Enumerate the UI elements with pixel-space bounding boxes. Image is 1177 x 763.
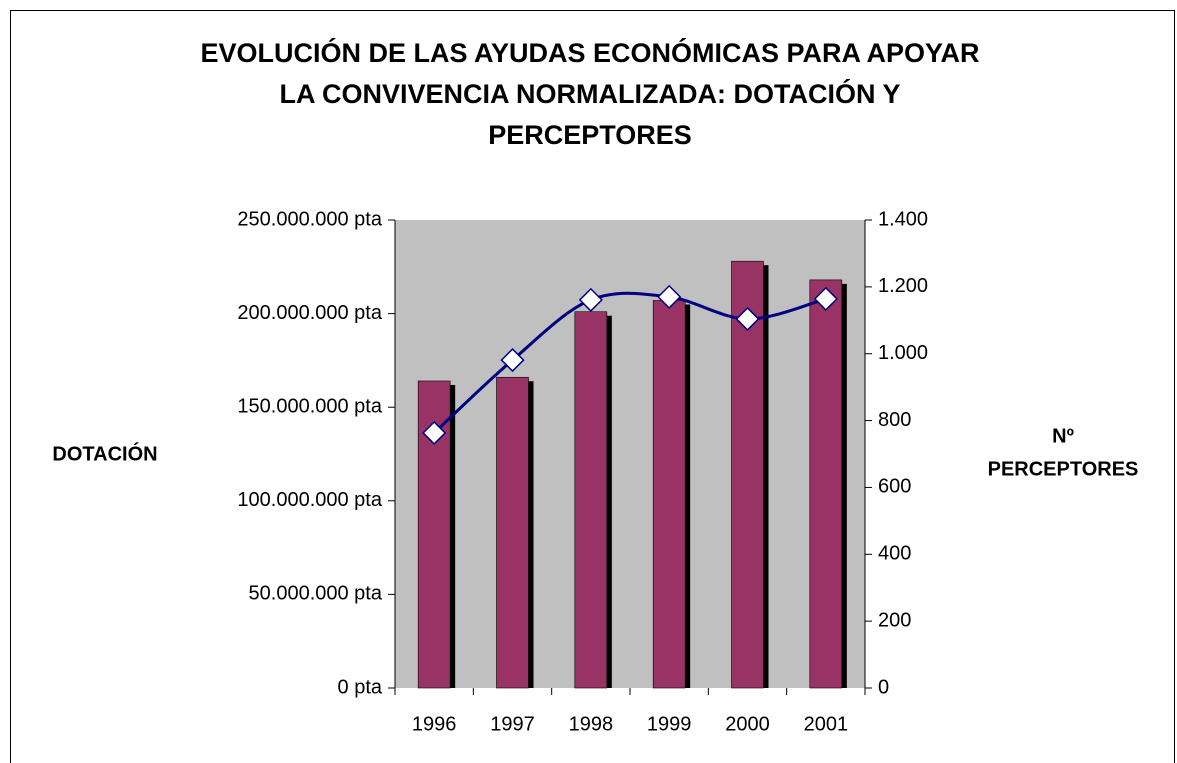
chart-title: LA CONVIVENCIA NORMALIZADA: DOTACIÓN Y [280, 78, 901, 109]
y2-tick-label: 1.200 [878, 275, 928, 297]
y2-tick-label: 800 [878, 409, 911, 431]
y2-tick-label: 400 [878, 543, 911, 565]
y2-axis-title: Nº [1052, 425, 1074, 447]
y2-tick-label: 1.400 [878, 208, 928, 230]
y-axis-title: DOTACIÓN [52, 441, 157, 465]
bar [574, 311, 608, 689]
y-tick-label: 250.000.000 pta [237, 208, 382, 230]
marker [657, 284, 682, 309]
y-tick-label: 150.000.000 pta [237, 395, 382, 417]
y-tick-label: 50.000.000 pta [249, 583, 383, 605]
y2-tick-label: 0 [878, 676, 889, 698]
bar [731, 260, 764, 689]
y-tick-label: 200.000.000 pta [237, 302, 382, 324]
y2-tick-label: 600 [878, 476, 911, 498]
chart-title: PERCEPTORES [488, 120, 692, 150]
y-tick-label: 0 pta [338, 676, 383, 698]
x-tick-label: 2001 [804, 713, 849, 735]
y-tick-label: 100.000.000 pta [237, 489, 382, 511]
chart-title: EVOLUCIÓN DE LAS AYUDAS ECONÓMICAS PARA … [200, 37, 979, 68]
marker [735, 306, 760, 332]
y2-tick-label: 1.000 [878, 342, 928, 364]
x-tick-label: 1999 [647, 713, 692, 735]
y2-axis-title: PERCEPTORES [988, 458, 1139, 480]
y2-tick-label: 200 [878, 609, 911, 631]
bar [652, 300, 686, 689]
x-tick-label: 2000 [725, 713, 770, 735]
bar [809, 279, 843, 689]
x-tick-label: 1998 [569, 713, 614, 735]
marker [813, 286, 838, 311]
x-tick-label: 1996 [412, 713, 457, 735]
bar [496, 376, 529, 689]
marker [422, 420, 447, 446]
marker [500, 348, 525, 373]
plot-area [395, 220, 865, 688]
x-tick-label: 1997 [490, 713, 535, 735]
marker [578, 287, 603, 312]
